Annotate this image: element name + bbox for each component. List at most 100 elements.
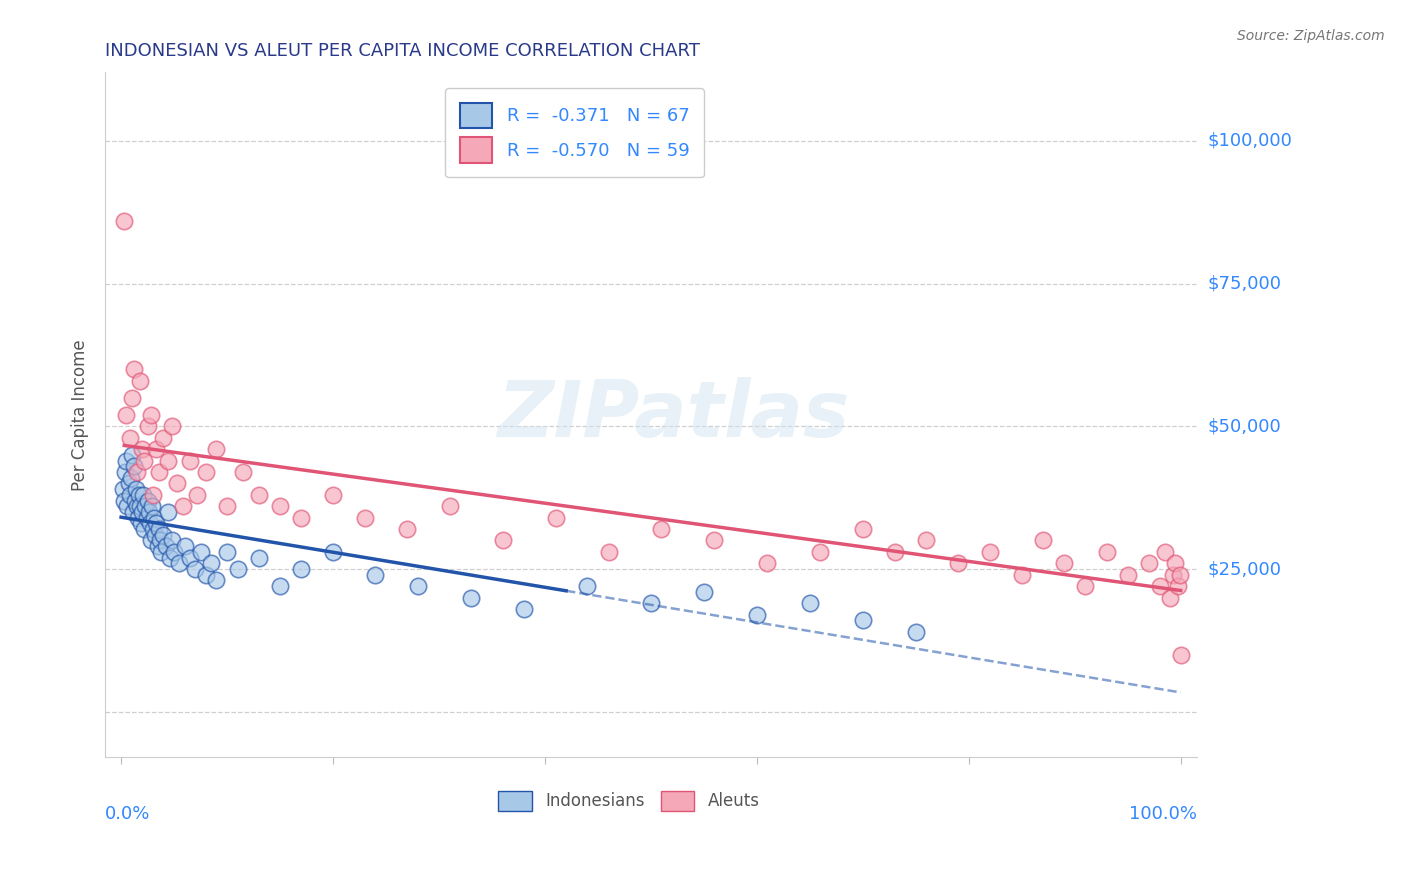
Point [120,471,142,485]
Point [117,476,139,491]
Point [247,550,270,565]
Point [112,482,135,496]
Point [136,493,159,508]
Point [979,545,1001,559]
Point [194,567,217,582]
Point [364,567,387,582]
Point [1149,579,1171,593]
Point [131,505,153,519]
Point [1116,567,1139,582]
Point [852,614,875,628]
Point [1137,557,1160,571]
Point [148,465,170,479]
Point [269,500,291,514]
Point [121,448,143,462]
Point [703,533,725,548]
Point [491,533,513,548]
Point [439,500,461,514]
Point [145,516,167,531]
Text: INDONESIAN VS ALEUT PER CAPITA INCOME CORRELATION CHART: INDONESIAN VS ALEUT PER CAPITA INCOME CO… [105,42,700,60]
Point [186,488,208,502]
Point [124,493,146,508]
Point [129,516,152,531]
Point [290,562,312,576]
Point [1053,557,1076,571]
Point [1170,648,1192,662]
Legend: Indonesians, Aleuts: Indonesians, Aleuts [492,784,766,818]
Point [322,488,344,502]
Point [322,545,344,559]
Point [134,500,156,514]
Point [205,442,228,457]
Point [247,488,270,502]
Point [143,528,166,542]
Point [269,579,291,593]
Point [148,522,170,536]
Point [184,562,207,576]
Point [121,391,143,405]
Point [129,500,152,514]
Point [138,505,160,519]
Point [112,493,135,508]
Point [141,500,163,514]
Point [406,579,429,593]
Point [200,557,222,571]
Point [194,465,217,479]
Text: $75,000: $75,000 [1208,275,1282,293]
Point [169,557,191,571]
Point [139,533,162,548]
Point [142,510,165,524]
Point [290,510,312,524]
Text: $25,000: $25,000 [1208,560,1282,578]
Point [598,545,620,559]
Point [160,419,183,434]
Point [353,510,375,524]
Point [114,465,136,479]
Point [915,533,938,548]
Point [166,476,188,491]
Point [136,419,159,434]
Point [135,510,157,524]
Point [756,557,779,571]
Point [118,488,141,502]
Point [125,482,148,496]
Point [883,545,905,559]
Point [145,442,167,457]
Text: Source: ZipAtlas.com: Source: ZipAtlas.com [1237,29,1385,43]
Point [215,545,238,559]
Point [946,557,969,571]
Point [118,431,141,445]
Point [115,408,138,422]
Point [156,505,179,519]
Point [121,505,143,519]
Point [205,574,228,588]
Point [152,431,174,445]
Point [904,624,927,639]
Point [172,500,194,514]
Point [138,516,160,531]
Point [1095,545,1118,559]
Point [232,465,254,479]
Point [142,522,165,536]
Point [640,596,662,610]
Point [129,374,152,388]
Point [179,550,201,565]
Point [576,579,599,593]
Point [112,214,135,228]
Point [544,510,567,524]
Point [159,550,181,565]
Text: 0.0%: 0.0% [105,805,150,823]
Point [122,362,145,376]
Text: ZIPatlas: ZIPatlas [496,377,849,453]
Point [131,442,153,457]
Point [155,539,177,553]
Point [810,545,832,559]
Point [1166,579,1188,593]
Point [163,545,186,559]
Point [134,522,156,536]
Point [139,408,162,422]
Point [460,591,482,605]
Point [125,465,148,479]
Point [396,522,419,536]
Point [134,453,156,467]
